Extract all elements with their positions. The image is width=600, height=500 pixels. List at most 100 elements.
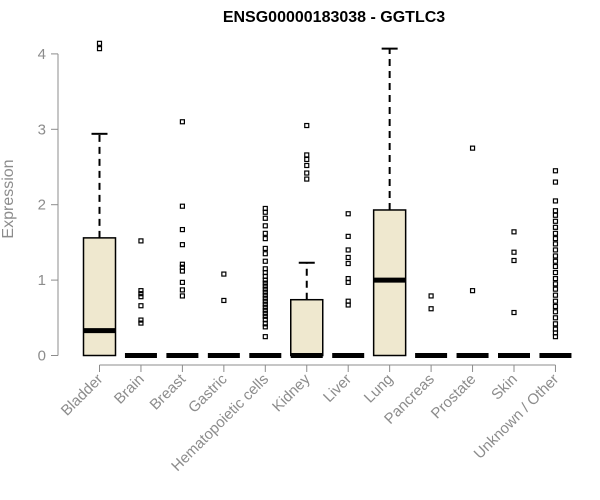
box <box>372 209 407 357</box>
outlier-point <box>552 321 559 327</box>
outlier-point <box>262 292 268 298</box>
outlier-point <box>552 247 559 253</box>
outlier-point <box>262 251 268 257</box>
outlier-point <box>552 224 559 230</box>
box-group <box>372 47 407 357</box>
box-group <box>415 293 448 358</box>
outlier-point <box>552 241 559 247</box>
outlier-point <box>304 170 310 176</box>
outlier-point <box>262 310 268 316</box>
outlier-point <box>345 211 351 217</box>
outlier-point <box>262 298 268 304</box>
outlier-point <box>304 152 310 158</box>
outlier-point <box>262 313 268 319</box>
outlier-point <box>552 315 559 321</box>
outlier-point <box>262 223 268 229</box>
outlier-point <box>428 306 434 312</box>
outlier-point <box>179 279 185 285</box>
x-tick-label: Prostate <box>428 371 480 423</box>
box-group <box>249 205 282 358</box>
outlier-point <box>304 122 310 129</box>
outlier-point <box>552 198 559 204</box>
outlier-point <box>552 253 559 259</box>
outlier-point <box>552 286 559 292</box>
outlier-point <box>262 286 268 292</box>
outlier-point <box>552 218 559 224</box>
outlier-point <box>138 317 144 323</box>
outlier-point <box>96 40 103 46</box>
outlier-point <box>552 326 559 332</box>
outlier-point <box>96 46 103 52</box>
outlier-point <box>511 257 517 264</box>
y-tick-label: 2 <box>38 197 46 214</box>
outlier-point <box>138 238 144 244</box>
outlier-point <box>138 294 144 300</box>
outlier-point <box>262 258 268 264</box>
outlier-point <box>221 271 227 277</box>
box-group <box>166 119 199 358</box>
outlier-point <box>262 236 268 242</box>
outlier-point <box>262 324 268 330</box>
outlier-point <box>552 236 559 242</box>
outlier-point <box>345 247 351 253</box>
box <box>82 237 117 357</box>
outlier-point <box>552 208 559 214</box>
outlier-point <box>304 162 310 169</box>
outlier-point <box>221 297 227 304</box>
x-tick-label: Bladder <box>58 371 107 420</box>
outlier-point <box>552 269 559 276</box>
outlier-point <box>179 287 185 293</box>
x-tick-label: Kidney <box>269 370 314 415</box>
y-tick-label: 4 <box>38 46 46 63</box>
outlier-point <box>511 249 517 255</box>
outlier-point <box>511 229 517 235</box>
x-tick-label: Skin <box>488 371 521 404</box>
outlier-point <box>179 242 185 248</box>
outlier-point <box>469 288 476 294</box>
box-group <box>207 271 240 358</box>
box-group <box>539 168 572 358</box>
outlier-point <box>262 266 268 272</box>
outlier-point <box>262 307 268 313</box>
y-axis-label: Expression <box>0 159 17 238</box>
box-group <box>456 145 489 358</box>
outlier-point <box>552 275 559 282</box>
box-group <box>124 238 157 358</box>
outlier-point <box>345 233 351 239</box>
outlier-point <box>552 309 559 315</box>
outlier-point <box>345 275 351 282</box>
outlier-point <box>262 245 268 252</box>
outlier-point <box>138 303 144 309</box>
box-group <box>290 122 324 358</box>
outlier-point <box>552 281 559 287</box>
outlier-point <box>179 119 185 125</box>
y-axis: 0 1 2 3 4 <box>38 46 59 365</box>
outlier-point <box>469 145 476 151</box>
outlier-point <box>138 320 144 326</box>
outlier-point <box>262 301 268 307</box>
outlier-point <box>179 226 185 233</box>
outlier-point <box>345 260 351 267</box>
outlier-point <box>262 205 268 212</box>
outlier-point <box>179 293 185 299</box>
chart-title: ENSG00000183038 - GGTLC3 <box>223 9 445 26</box>
outlier-point <box>262 334 268 340</box>
outlier-point <box>511 309 517 316</box>
box-group <box>82 40 117 357</box>
outlier-point <box>345 298 351 304</box>
outlier-point <box>179 261 185 267</box>
outlier-point <box>428 293 434 299</box>
y-tick-label: 0 <box>38 348 46 365</box>
y-tick-label: 3 <box>38 121 46 138</box>
outlier-point <box>552 303 559 310</box>
outlier-point <box>304 156 310 163</box>
outlier-point <box>262 289 268 295</box>
outlier-point <box>262 304 268 310</box>
outlier-point <box>552 168 559 174</box>
outlier-point <box>552 212 559 218</box>
outlier-point <box>262 215 268 221</box>
outlier-point <box>552 263 559 270</box>
outlier-point <box>179 203 185 209</box>
